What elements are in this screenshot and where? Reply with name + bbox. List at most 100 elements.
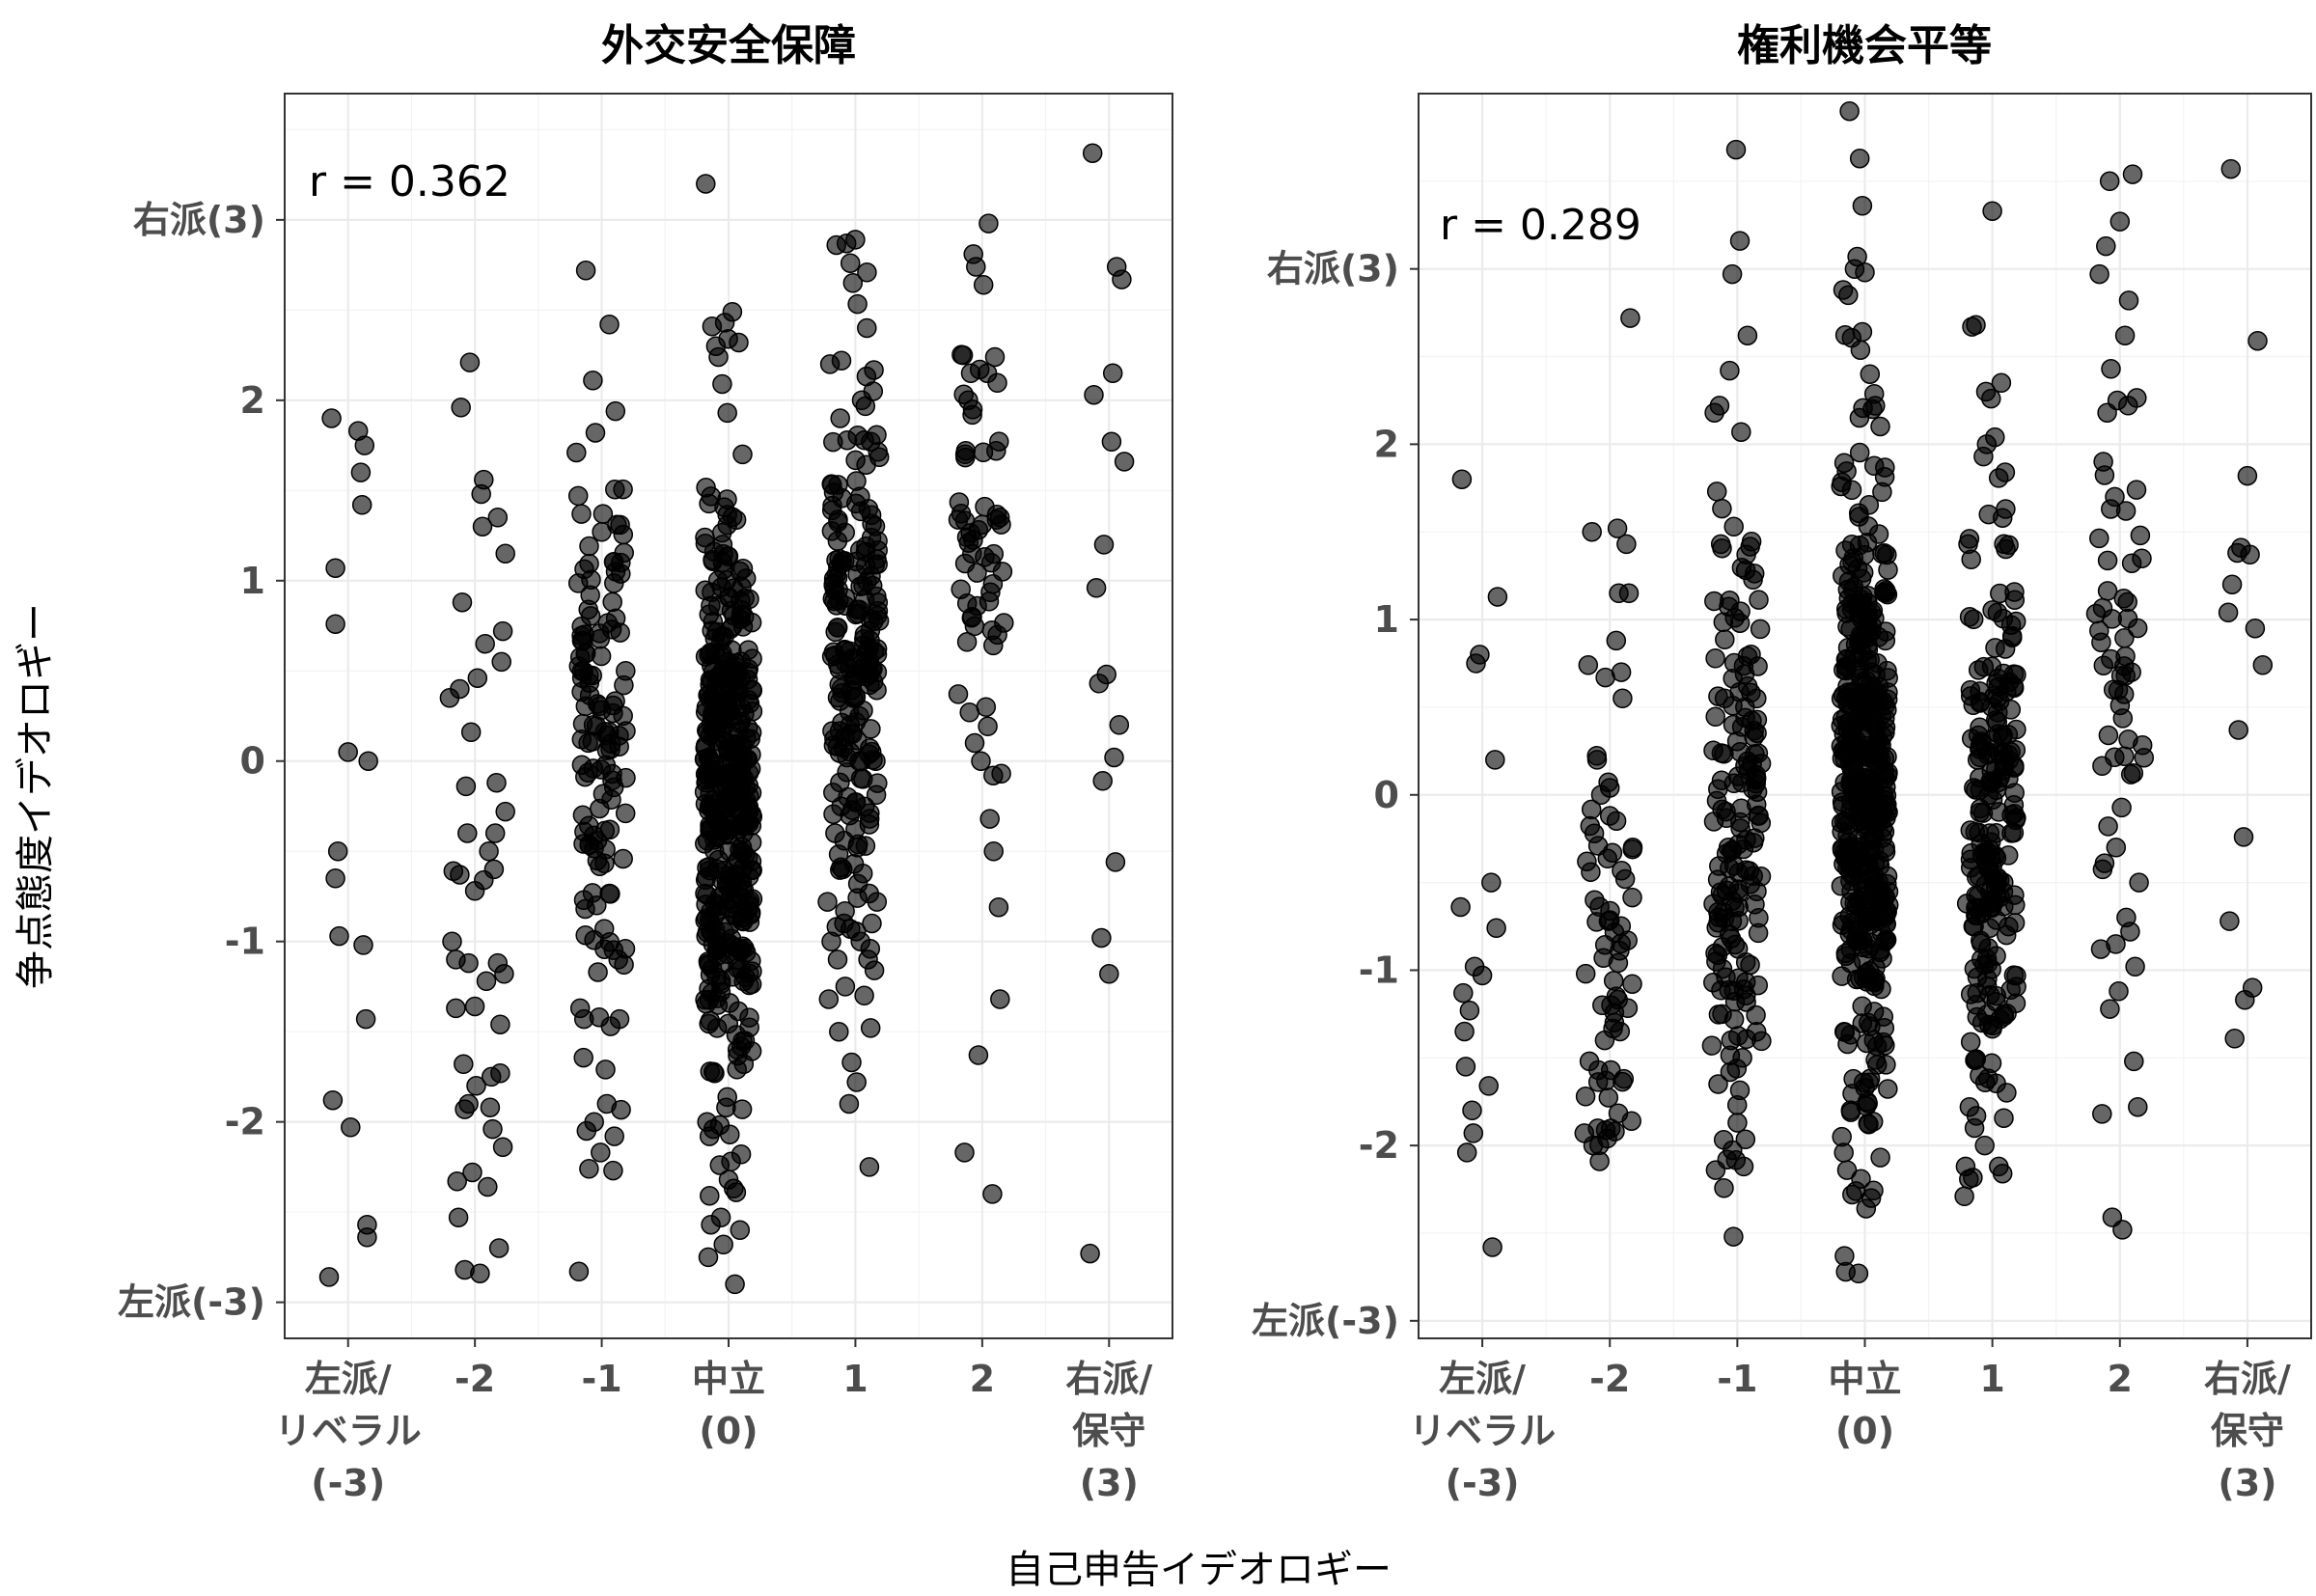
scatter-point <box>832 551 852 571</box>
scatter-point <box>860 1018 881 1038</box>
scatter-point <box>1607 518 1628 538</box>
scatter-point <box>1860 909 1881 929</box>
scatter-point <box>1974 1135 1995 1156</box>
scatter-point <box>2106 838 2127 858</box>
scatter-point <box>358 751 378 771</box>
scatter-point <box>1736 985 1756 1005</box>
scatter-point <box>1750 619 1771 640</box>
scatter-point <box>2092 756 2112 777</box>
scatter-point <box>1960 1032 1981 1053</box>
scatter-point <box>1970 717 1990 738</box>
scatter-point <box>1712 537 1732 559</box>
scatter-point <box>1982 201 2002 221</box>
scatter-point <box>450 678 470 700</box>
scatter-point <box>707 595 729 617</box>
scatter-point <box>1976 976 1998 997</box>
scatter-point <box>1581 862 1601 882</box>
scatter-point <box>594 853 615 874</box>
y-tick-label: -2 <box>1359 1124 1399 1167</box>
scatter-point <box>2120 922 2140 942</box>
scatter-point <box>1587 1118 1608 1139</box>
scatter-point <box>1954 1186 1974 1207</box>
scatter-point <box>1716 808 1737 829</box>
scatter-point <box>982 1184 1003 1204</box>
scatter-point <box>696 698 717 718</box>
scatter-point <box>1575 1087 1596 1107</box>
scatter-point <box>854 590 875 610</box>
scatter-point <box>1981 729 2002 751</box>
scatter-point <box>960 523 980 543</box>
scatter-point <box>823 804 843 824</box>
scatter-point <box>1994 1108 2014 1128</box>
scatter-point <box>1112 269 1132 289</box>
scatter-point <box>1463 1123 1484 1143</box>
scatter-point <box>2089 620 2109 641</box>
scatter-point <box>861 527 882 548</box>
scatter-point <box>1092 771 1113 791</box>
scatter-point <box>817 892 838 912</box>
scatter-point <box>831 350 852 371</box>
scatter-point <box>1082 143 1103 163</box>
scatter-point <box>854 985 874 1006</box>
scatter-point <box>464 996 485 1017</box>
scatter-point <box>2114 628 2135 648</box>
scatter-point <box>2096 235 2116 257</box>
scatter-point <box>2089 263 2109 285</box>
scatter-point <box>730 1220 751 1241</box>
scatter-point <box>1101 431 1122 453</box>
scatter-point <box>1978 784 1999 806</box>
x-tick-label: 2 <box>2108 1358 2133 1400</box>
scatter-point <box>614 954 634 976</box>
scatter-point <box>964 616 985 637</box>
scatter-point <box>731 1099 753 1119</box>
scatter-point <box>2003 822 2025 843</box>
scatter-point <box>605 479 625 500</box>
scatter-point <box>864 960 885 980</box>
scatter-point <box>475 633 495 654</box>
scatter-point <box>1971 930 1991 950</box>
scatter-point <box>1104 747 1124 768</box>
scatter-point <box>446 998 466 1019</box>
scatter-point <box>1470 645 1490 665</box>
scatter-point <box>959 702 979 723</box>
scatter-point <box>1747 723 1767 743</box>
scatter-point <box>852 863 873 884</box>
scatter-point <box>584 825 604 846</box>
scatter-point <box>1967 905 1987 926</box>
scatter-point <box>724 871 745 892</box>
scatter-point <box>355 1008 376 1030</box>
scatter-point <box>1616 534 1637 555</box>
scatter-point <box>1745 744 1765 764</box>
scatter-point <box>706 859 728 880</box>
scatter-point <box>2115 646 2136 667</box>
scatter-point <box>1729 231 1751 251</box>
scatter-point <box>1622 887 1642 908</box>
scatter-point <box>2134 747 2155 768</box>
scatter-point <box>2117 608 2138 629</box>
scatter-point <box>460 722 482 743</box>
scatter-point <box>1741 644 1761 665</box>
scatter-point <box>1748 922 1769 944</box>
scatter-point <box>2132 548 2152 568</box>
scatter-point <box>2101 499 2121 519</box>
scatter-point <box>462 1162 482 1183</box>
scatter-point <box>616 660 636 681</box>
y-tick-label: 2 <box>1374 423 1399 465</box>
scatter-point <box>490 1014 510 1034</box>
scatter-point <box>833 737 854 758</box>
scatter-point <box>2098 816 2118 837</box>
scatter-point <box>486 772 507 793</box>
scatter-point <box>717 1087 737 1108</box>
scatter-point <box>968 1045 989 1065</box>
x-tick-label: 中立 <box>1828 1358 1901 1400</box>
scatter-point <box>1723 652 1745 674</box>
scatter-point <box>825 621 845 643</box>
scatter-point <box>1849 407 1870 428</box>
scatter-point <box>492 620 513 642</box>
scatter-point <box>859 654 879 674</box>
scatter-point <box>741 612 762 633</box>
scatter-point <box>723 792 744 813</box>
scatter-point <box>839 1093 860 1114</box>
x-tick-label: 1 <box>1979 1358 2004 1400</box>
scatter-point <box>1731 798 1751 818</box>
